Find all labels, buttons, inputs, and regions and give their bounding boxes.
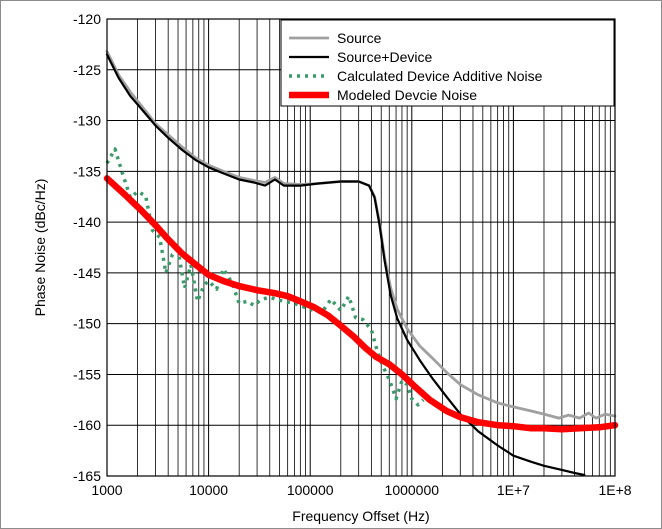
- x-tick-label: 100000: [287, 482, 334, 498]
- x-axis-title: Frequency Offset (Hz): [292, 508, 429, 524]
- y-tick-label: -130: [73, 113, 101, 129]
- legend-label-3: Modeled Devcie Noise: [337, 87, 477, 103]
- y-axis-title: Phase Noise (dBc/Hz): [32, 179, 48, 317]
- y-tick-label: -140: [73, 214, 101, 230]
- x-tick-labels: 1000 10000 100000 1000000 1E+7 1E+8: [91, 482, 631, 498]
- series-line-2: [105, 147, 425, 407]
- x-tick-label: 1E+7: [497, 482, 530, 498]
- y-tick-labels: -120 -125 -130 -135 -140 -145 -150 -155 -160 -165: [73, 11, 101, 484]
- series-line-3: [103, 175, 619, 433]
- x-tick-label: 10000: [189, 482, 228, 498]
- y-tick-label: -135: [73, 163, 101, 179]
- legend-box: [280, 19, 615, 107]
- y-tick-label: -125: [73, 62, 101, 78]
- x-tick-label: 1000000: [385, 482, 440, 498]
- y-tick-label: -165: [73, 468, 101, 484]
- legend-label-0: Source: [337, 30, 382, 46]
- legend-label-1: Source+Device: [337, 49, 433, 65]
- series-line-1: [105, 53, 586, 477]
- legend: Source Source+Device Calculated Device Add…: [280, 19, 615, 107]
- y-tick-label: -150: [73, 316, 101, 332]
- plot-area-border: [106, 18, 616, 477]
- legend-label-2: Calculated Device Additive Noise: [337, 68, 543, 84]
- series-lines: [103, 50, 619, 477]
- x-tick-label: 1000: [91, 482, 122, 498]
- y-tick-label: -160: [73, 417, 101, 433]
- y-tick-label: -120: [73, 11, 101, 27]
- y-tick-label: -155: [73, 366, 101, 382]
- y-tick-label: -145: [73, 265, 101, 281]
- x-tick-label: 1E+8: [598, 482, 631, 498]
